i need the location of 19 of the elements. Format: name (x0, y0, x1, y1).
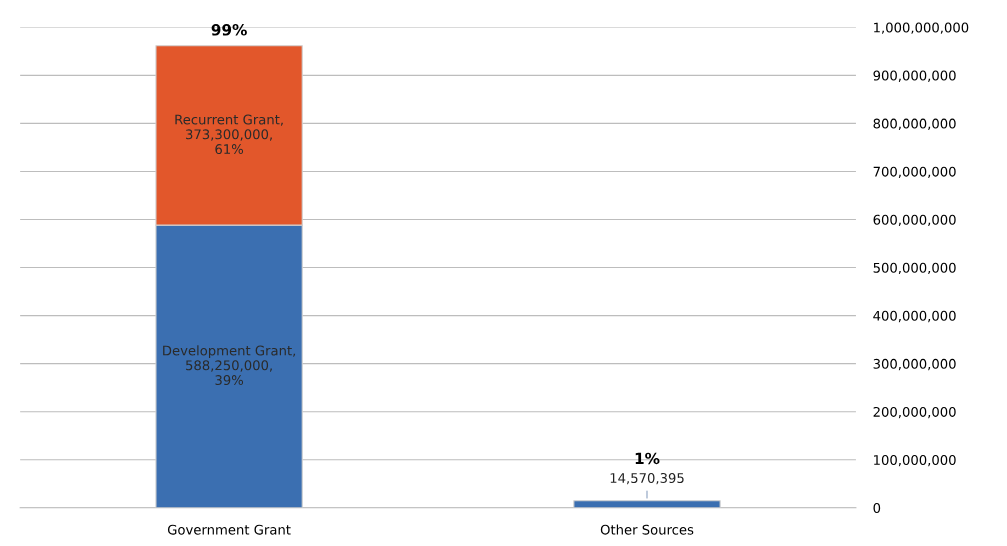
y-tick-label: 600,000,000 (873, 214, 956, 227)
y-tick-label: 800,000,000 (873, 118, 956, 130)
y-tick-label: 900,000,000 (873, 70, 956, 82)
data-label: 14,570,395 (610, 473, 684, 485)
x-tick-label: Government Grant (167, 524, 291, 535)
data-label: Development Grant, 588,250,000, 39% (163, 345, 296, 386)
y-tick-label: 1,000,000,000 (874, 22, 969, 34)
data-label: Recurrent Grant, 373,300,000, 61% (175, 114, 283, 155)
x-tick-label: Other Sources (600, 524, 694, 535)
y-tick-label: 100,000,000 (874, 454, 956, 467)
y-tick-label: 400,000,000 (873, 310, 956, 323)
annotation: 1% (635, 452, 660, 465)
annotation: 99% (211, 24, 247, 36)
bar (573, 500, 721, 508)
y-tick-label: 200,000,000 (873, 406, 956, 419)
y-tick-label: 300,000,000 (873, 358, 956, 371)
y-tick-label: 0 (873, 503, 881, 513)
y-tick-label: 500,000,000 (873, 262, 956, 275)
y-tick-label: 700,000,000 (873, 166, 956, 178)
